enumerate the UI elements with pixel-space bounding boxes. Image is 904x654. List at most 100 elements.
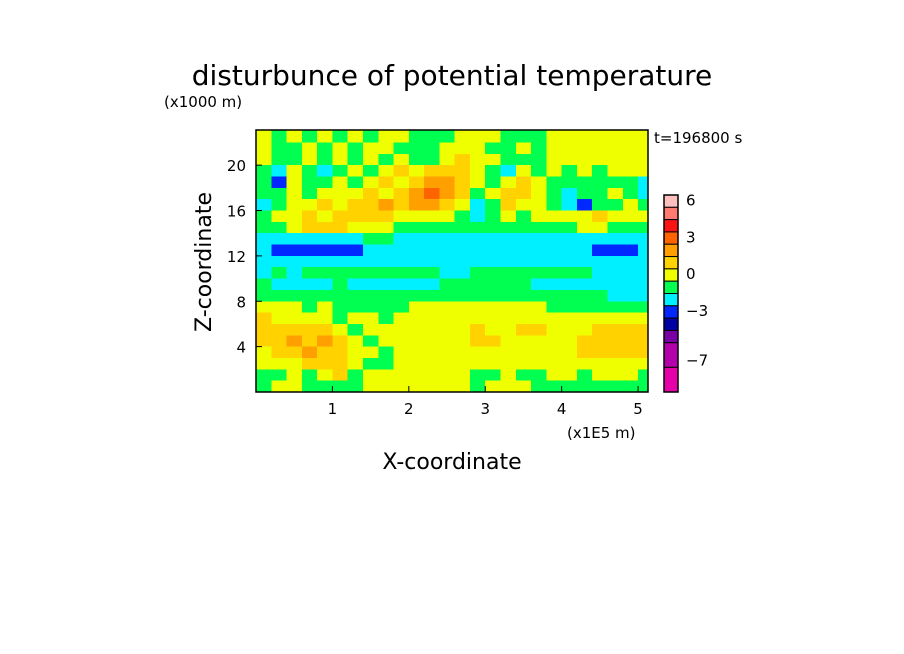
contour-cell [515, 210, 532, 223]
contour-cell [515, 267, 532, 280]
contour-cell [378, 187, 395, 200]
contour-cell [622, 233, 639, 246]
contour-cell [378, 312, 395, 325]
contour-cell [622, 176, 639, 189]
contour-cell [439, 165, 456, 178]
contour-cell [408, 176, 425, 189]
contour-cell [531, 323, 547, 336]
contour-cell [393, 221, 410, 234]
contour-cell [317, 153, 333, 166]
contour-cell [622, 199, 639, 212]
contour-cell [576, 153, 593, 166]
contour-cell [393, 301, 410, 314]
contour-cell [469, 255, 486, 268]
contour-cell [546, 233, 563, 246]
x-axis: 1 2 3 4 5 [328, 386, 643, 418]
contour-cell [485, 153, 502, 166]
contour-cell [531, 278, 547, 291]
contour-cell [561, 380, 578, 393]
contour-cell [500, 301, 517, 314]
contour-cell [286, 335, 303, 348]
contour-cell [561, 267, 578, 280]
contour-cell [469, 278, 486, 291]
contour-cell [500, 233, 517, 246]
contour-cell [592, 187, 609, 200]
contour-cell [500, 130, 517, 143]
contour-cell [424, 267, 440, 280]
contour-cell [256, 233, 272, 246]
contour-cell [592, 380, 609, 393]
contour-cell [607, 142, 624, 155]
contour-cell [531, 176, 547, 189]
contour-cell [469, 323, 486, 336]
contour-cell [500, 369, 517, 382]
contour-cell [393, 153, 410, 166]
contour-cell [485, 346, 502, 359]
x-tick-label: 2 [404, 400, 414, 418]
contour-cell [592, 221, 609, 234]
contour-cell [378, 380, 395, 393]
contour-cell [378, 369, 395, 382]
contour-cell [469, 165, 486, 178]
contour-cell [546, 357, 563, 370]
contour-cell [256, 346, 272, 359]
contour-cell [301, 233, 318, 246]
contour-cell [638, 255, 649, 268]
contour-cell [485, 165, 502, 178]
contour-cell [317, 380, 333, 393]
contour-cell [271, 369, 288, 382]
contour-cell [485, 369, 502, 382]
contour-cell [256, 369, 272, 382]
contour-cell [332, 278, 349, 291]
contour-cell [317, 233, 333, 246]
contour-cell [546, 346, 563, 359]
contour-cell [408, 233, 425, 246]
contour-cell [561, 187, 578, 200]
contour-cell [485, 244, 502, 257]
contour-cell [393, 278, 410, 291]
y-axis-label: Z-coordinate [192, 192, 217, 332]
contour-cell [546, 312, 563, 325]
contour-cell [439, 323, 456, 336]
y-axis: 4 8 12 16 20 [227, 157, 262, 357]
contour-cell [576, 346, 593, 359]
contour-cell [546, 289, 563, 302]
contour-cell [317, 357, 333, 370]
contour-cell [638, 233, 649, 246]
contour-cell [469, 312, 486, 325]
contour-cell [592, 267, 609, 280]
contour-cell [424, 357, 440, 370]
contour-cell [592, 142, 609, 155]
contour-cell [454, 357, 471, 370]
contour-cell [607, 210, 624, 223]
contour-cell [561, 142, 578, 155]
contour-cell [515, 165, 532, 178]
colorbar-swatch [663, 243, 679, 258]
contour-cell [607, 153, 624, 166]
contour-cell [638, 244, 649, 257]
contour-cell [500, 165, 517, 178]
contour-cell [607, 233, 624, 246]
contour-cell [347, 176, 364, 189]
contour-cell [576, 142, 593, 155]
contour-cell [576, 267, 593, 280]
contour-cell [286, 346, 303, 359]
contour-cell [347, 130, 364, 143]
contour-cell [607, 187, 624, 200]
contour-cell [439, 176, 456, 189]
contour-cell [286, 255, 303, 268]
contour-cell [378, 346, 395, 359]
colorbar-frame [663, 194, 679, 393]
contour-cell [271, 255, 288, 268]
contour-cell [546, 221, 563, 234]
contour-cell [638, 187, 649, 200]
contour-cell [531, 187, 547, 200]
contour-cell [317, 312, 333, 325]
contour-cell [561, 357, 578, 370]
contour-cell [393, 233, 410, 246]
contour-cell [561, 165, 578, 178]
contour-cell [424, 312, 440, 325]
contour-cell [286, 289, 303, 302]
contour-cell [256, 142, 272, 155]
